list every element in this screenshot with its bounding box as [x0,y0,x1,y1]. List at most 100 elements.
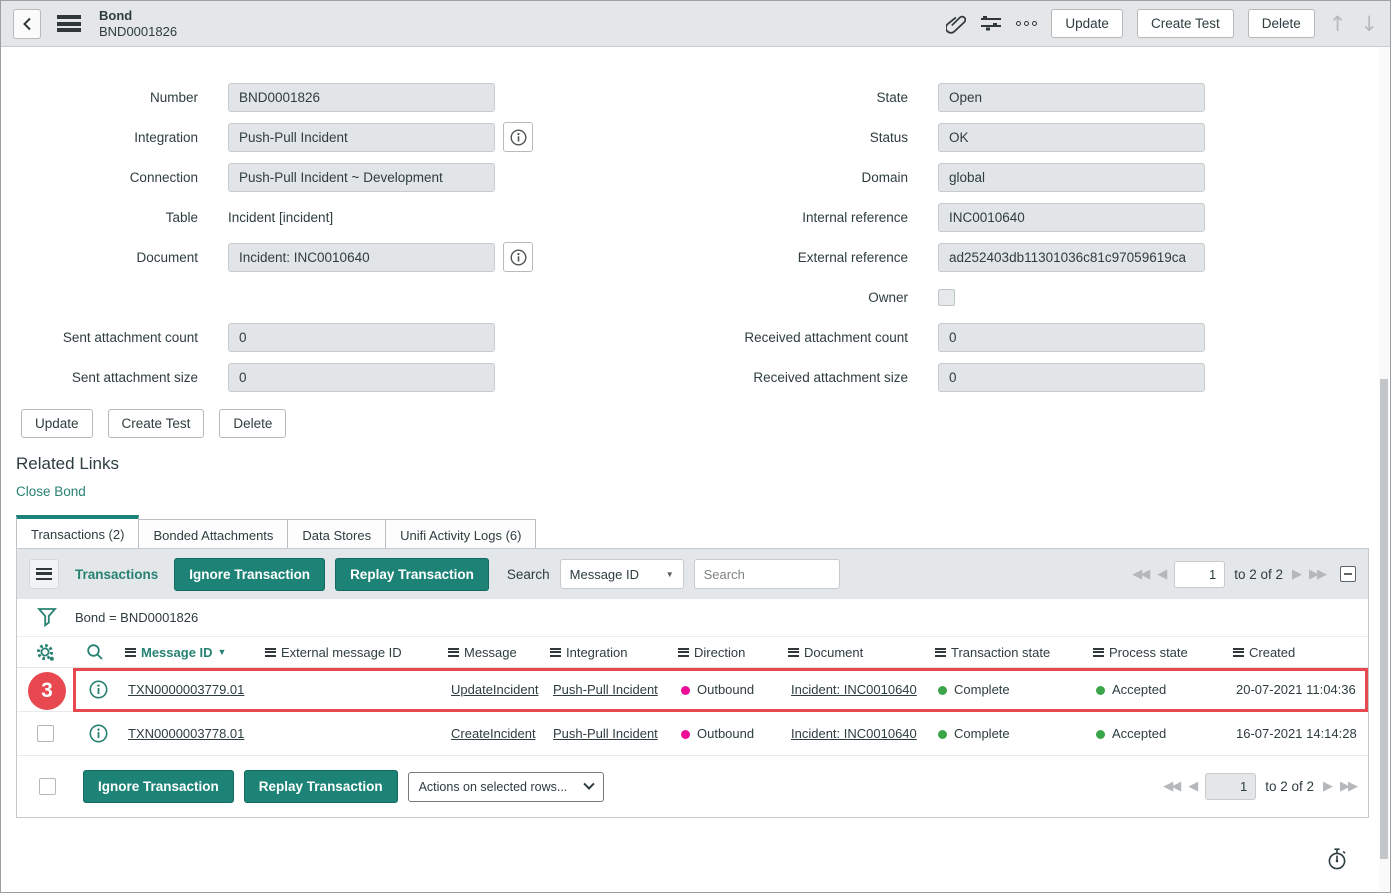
column-header-message-id[interactable]: Message ID ▼ [117,645,257,660]
document-link[interactable]: Incident: INC0010640 [791,682,917,697]
first-page-icon[interactable]: ◀◀ [1163,779,1181,794]
table-row-transaction-2[interactable]: TXN0000003778.01 CreateIncident Push-Pul… [17,712,1368,756]
owner-checkbox[interactable] [938,288,955,306]
update-button-form[interactable]: Update [21,409,93,438]
row-info-icon[interactable] [89,680,108,699]
create-test-button-form[interactable]: Create Test [107,409,205,438]
field-label-sent-attachment-count: Sent attachment count [62,329,198,345]
list-settings-gear-icon[interactable] [35,642,55,662]
scrollbar-thumb[interactable] [1380,379,1388,859]
filter-breadcrumb[interactable]: Bond = BND0001826 [75,610,199,625]
response-time-stopwatch-icon[interactable] [1326,847,1348,871]
page-number-input-top[interactable] [1174,560,1226,588]
column-header-label: Direction [694,644,746,660]
column-header-direction[interactable]: Direction [670,645,780,660]
external-reference-field[interactable]: ad252403db11301036c81c97059619ca [938,242,1205,272]
integration-link[interactable]: Push-Pull Incident [553,726,658,741]
search-label: Search [506,566,550,582]
delete-button-form[interactable]: Delete [219,409,287,438]
page-scrollbar[interactable] [1379,47,1389,891]
select-all-checkbox[interactable] [39,778,56,795]
last-page-icon[interactable]: ▶▶ [1340,779,1358,794]
column-header-transaction-state[interactable]: Transaction state [927,645,1085,660]
column-header-integration[interactable]: Integration [542,645,670,660]
connection-field[interactable]: Push-Pull Incident ~ Development [228,162,495,192]
column-menu-icon [550,647,561,657]
column-header-message[interactable]: Message [445,645,542,660]
search-field-select[interactable]: Message ID ▼ [559,559,684,589]
next-record-arrow-icon[interactable]: ↓ [1360,11,1378,36]
column-search-icon[interactable] [86,643,104,661]
tab-data-stores[interactable]: Data Stores [287,519,387,551]
sent-attachment-count-field[interactable]: 0 [228,322,495,352]
replay-transaction-button-top[interactable]: Replay Transaction [335,557,489,591]
ignore-transaction-button-top[interactable]: Ignore Transaction [174,557,326,591]
form-context-menu-icon[interactable] [57,15,81,32]
previous-page-icon[interactable]: ◀ [1188,779,1198,794]
more-options-icon[interactable] [1016,21,1038,26]
column-header-document[interactable]: Document [780,645,927,660]
column-header-external-message-id[interactable]: External message ID [257,645,445,660]
filter-funnel-icon[interactable] [37,607,57,629]
sent-attachment-size-field[interactable]: 0 [228,362,495,392]
integration-link[interactable]: Push-Pull Incident [553,682,658,697]
number-field[interactable]: BND0001826 [228,82,495,112]
personalize-form-sliders-icon[interactable] [980,14,1002,34]
list-title[interactable]: Transactions [75,566,159,582]
tab-transactions[interactable]: Transactions (2) [16,515,140,551]
annotation-step-badge: 3 [28,672,66,710]
field-label-connection: Connection [129,169,198,185]
update-button-header[interactable]: Update [1051,9,1123,38]
created-cell: 20-07-2021 11:04:36 [1236,682,1356,697]
attachment-paperclip-icon[interactable] [946,13,967,35]
internal-reference-field[interactable]: INC0010640 [938,202,1205,232]
message-link[interactable]: UpdateIncident [451,682,539,697]
pagination-range-label-top: to 2 of 2 [1234,566,1283,582]
state-field[interactable]: Open [938,82,1205,112]
column-header-process-state[interactable]: Process state [1085,645,1225,660]
tab-bonded-attachments[interactable]: Bonded Attachments [138,519,289,551]
row-info-icon[interactable] [89,724,108,743]
row-checkbox[interactable] [36,725,54,742]
document-field[interactable]: Incident: INC0010640 [228,242,495,272]
transactions-list: Transactions Ignore Transaction Replay T… [16,548,1369,818]
field-label-number: Number [149,89,198,105]
next-page-icon[interactable]: ▶ [1292,566,1302,582]
collapse-list-icon[interactable] [1340,566,1356,582]
tab-unifi-activity-logs[interactable]: Unifi Activity Logs (6) [385,519,537,551]
column-header-label: Integration [566,644,628,660]
delete-button-header[interactable]: Delete [1247,9,1315,38]
close-bond-link[interactable]: Close Bond [16,484,86,499]
next-page-icon[interactable]: ▶ [1323,779,1333,794]
previous-page-icon[interactable]: ◀ [1157,566,1167,582]
actions-on-selected-rows-select[interactable]: Actions on selected rows... [407,771,604,802]
list-search-input[interactable] [693,559,840,589]
bond-form: Number BND0001826 Integration Push-Pull … [1,77,1378,397]
first-page-icon[interactable]: ◀◀ [1132,566,1150,582]
domain-field[interactable]: global [938,162,1205,192]
last-page-icon[interactable]: ▶▶ [1309,566,1327,582]
replay-transaction-button-bottom[interactable]: Replay Transaction [243,770,398,803]
create-test-button-header[interactable]: Create Test [1136,9,1234,38]
document-info-button[interactable] [503,242,533,272]
back-button[interactable] [13,8,41,39]
column-header-created[interactable]: Created [1225,645,1368,660]
list-context-menu-button[interactable] [29,559,59,589]
message-id-link[interactable]: TXN0000003779.01 [128,682,245,697]
message-link[interactable]: CreateIncident [451,726,536,741]
accepted-status-dot [1096,686,1105,695]
page-number-input-bottom[interactable] [1205,773,1257,800]
column-menu-icon [265,647,276,657]
ignore-transaction-button-bottom[interactable]: Ignore Transaction [83,770,234,803]
table-row-transaction-1[interactable]: TXN0000003779.01 UpdateIncident Push-Pul… [17,667,1368,712]
integration-info-button[interactable] [503,122,533,152]
message-id-link[interactable]: TXN0000003778.01 [128,726,245,741]
spacer-row [1,277,681,317]
previous-record-arrow-icon[interactable]: ↑ [1328,11,1347,36]
field-label-owner: Owner [868,289,908,305]
received-attachment-count-field[interactable]: 0 [938,322,1205,352]
document-link[interactable]: Incident: INC0010640 [791,726,917,741]
integration-field[interactable]: Push-Pull Incident [228,122,495,152]
status-field[interactable]: OK [938,122,1205,152]
received-attachment-size-field[interactable]: 0 [938,362,1205,392]
